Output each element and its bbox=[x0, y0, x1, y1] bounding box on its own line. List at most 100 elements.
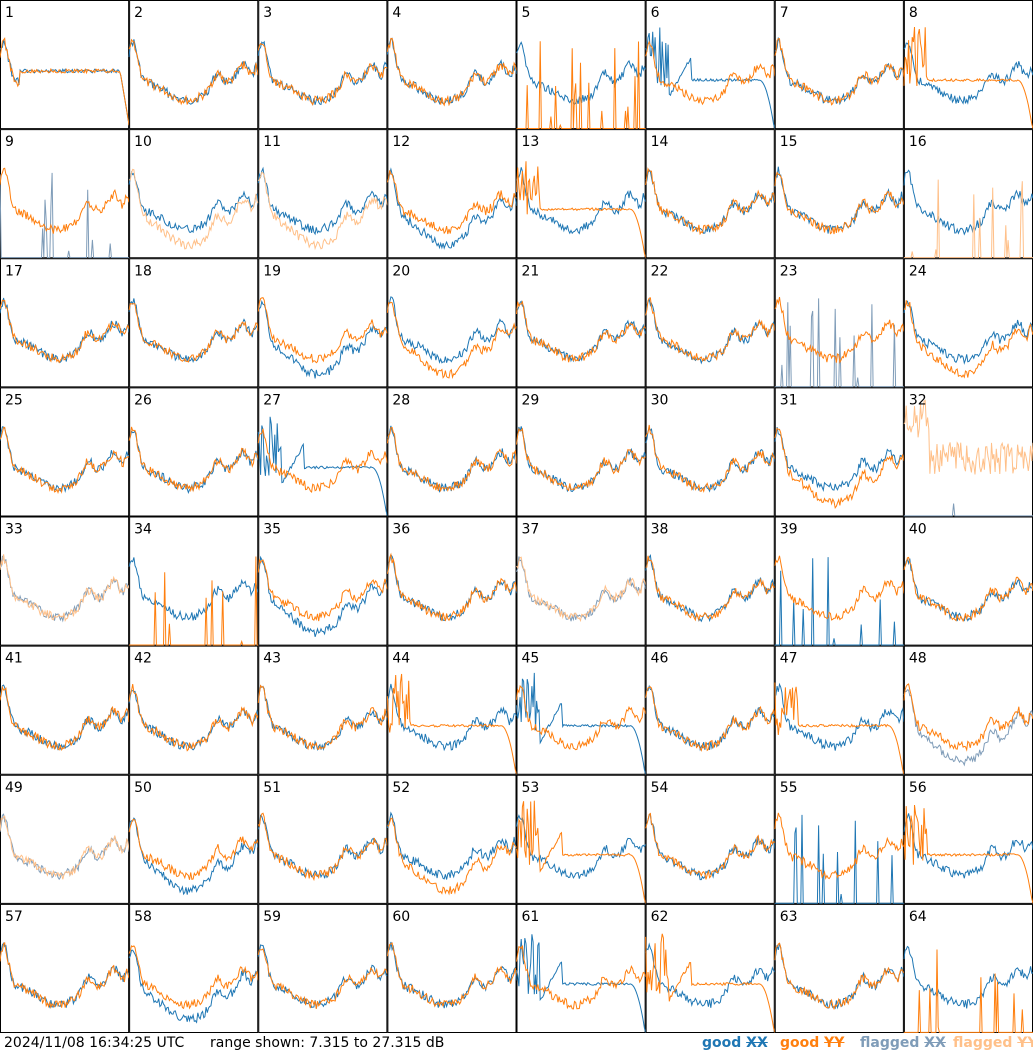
panel-frame bbox=[645, 774, 775, 904]
series-yy-line bbox=[386, 170, 517, 235]
series-yy-line bbox=[128, 426, 259, 493]
panel-frame bbox=[129, 774, 259, 904]
series-yy-line bbox=[903, 556, 1033, 623]
panel-label: 41 bbox=[5, 651, 23, 667]
panel: 35 bbox=[257, 516, 388, 646]
panel-label: 38 bbox=[651, 522, 669, 538]
series-yy-line bbox=[128, 945, 259, 1010]
panel-frame bbox=[387, 774, 517, 904]
series-xx-line bbox=[386, 683, 517, 752]
legend-prefix: good bbox=[780, 1035, 825, 1051]
panel-frame bbox=[516, 516, 646, 646]
panel-label: 44 bbox=[392, 651, 410, 667]
panel-label: 23 bbox=[780, 263, 798, 279]
panel: 45 bbox=[516, 645, 647, 775]
panel: 37 bbox=[516, 516, 647, 646]
panel-frame bbox=[516, 129, 646, 259]
series-xx-line bbox=[903, 300, 1033, 365]
panel-frame bbox=[387, 258, 517, 388]
panel: 11 bbox=[257, 129, 388, 259]
panel: 52 bbox=[386, 774, 517, 904]
panel-frame bbox=[0, 903, 130, 1033]
panel-frame bbox=[258, 387, 388, 517]
panel-label: 46 bbox=[651, 651, 669, 667]
panel: 20 bbox=[386, 258, 517, 388]
panel-label: 35 bbox=[263, 522, 281, 538]
series-xx-line bbox=[128, 817, 259, 896]
panel: 1 bbox=[0, 0, 130, 130]
panel-label: 64 bbox=[909, 909, 927, 925]
legend-pol: XX bbox=[746, 1035, 768, 1051]
panel-label: 40 bbox=[909, 522, 927, 538]
panel-label: 62 bbox=[651, 909, 669, 925]
panel: 42 bbox=[128, 645, 259, 775]
series-yy-line bbox=[903, 300, 1033, 379]
panel-frame bbox=[774, 516, 904, 646]
series-xx-line bbox=[386, 296, 517, 364]
series-yy-line bbox=[0, 685, 130, 751]
series-xx-line bbox=[386, 811, 517, 880]
series-yy-line bbox=[645, 555, 776, 622]
series-xx-line bbox=[774, 166, 905, 234]
series-xx-line bbox=[774, 427, 905, 492]
panel: 10 bbox=[128, 129, 259, 259]
panel: 23 bbox=[774, 258, 905, 388]
series-yy-line bbox=[0, 167, 130, 234]
panel: 61 bbox=[516, 903, 647, 1033]
panel-label: 26 bbox=[134, 392, 152, 408]
series-yy-line bbox=[257, 42, 388, 106]
series-yy-line bbox=[386, 673, 517, 775]
series-xx-line bbox=[645, 297, 776, 365]
series-yy-line bbox=[903, 804, 1033, 904]
series-yy-line bbox=[129, 556, 259, 646]
series-yy-line bbox=[257, 684, 388, 751]
panel-label: 47 bbox=[780, 651, 798, 667]
panel: 6 bbox=[645, 0, 776, 130]
series-yy-line bbox=[128, 818, 259, 881]
panel-label: 49 bbox=[5, 780, 23, 796]
panel-frame bbox=[258, 774, 388, 904]
series-xx-line bbox=[257, 166, 388, 236]
panel-frame bbox=[258, 258, 388, 388]
legend-pol: XX bbox=[924, 1035, 946, 1051]
series-yy-line bbox=[386, 942, 517, 1008]
panel: 40 bbox=[903, 516, 1033, 646]
series-yy-line bbox=[774, 682, 905, 775]
panel-frame bbox=[258, 129, 388, 259]
series-yy-line bbox=[128, 38, 259, 106]
panel-label: 56 bbox=[909, 780, 927, 796]
panel: 3 bbox=[257, 0, 388, 130]
panel: 34 bbox=[128, 516, 259, 646]
panel: 43 bbox=[257, 645, 388, 775]
panel: 38 bbox=[645, 516, 776, 646]
series-yy-line bbox=[645, 40, 776, 106]
series-xx-line bbox=[903, 503, 1033, 517]
series-xx-line bbox=[774, 682, 905, 751]
panel: 62 bbox=[645, 903, 776, 1033]
series-yy-line bbox=[516, 684, 647, 751]
panel: 26 bbox=[128, 387, 259, 517]
panel-frame bbox=[258, 0, 388, 130]
panel: 25 bbox=[0, 387, 130, 517]
legend-item: flagged YY bbox=[953, 1034, 1033, 1052]
series-yy-line bbox=[774, 38, 905, 106]
panel-frame bbox=[903, 129, 1033, 259]
series-yy-line bbox=[516, 161, 647, 258]
panel-label: 50 bbox=[134, 780, 152, 796]
series-xx-line bbox=[386, 167, 517, 250]
panel-label: 58 bbox=[134, 909, 152, 925]
panel-frame bbox=[774, 129, 904, 259]
panel-frame bbox=[129, 258, 259, 388]
panel-frame bbox=[0, 516, 130, 646]
panel-frame bbox=[258, 645, 388, 775]
panel-label: 17 bbox=[5, 263, 23, 279]
panel-label: 13 bbox=[522, 134, 540, 150]
panel-label: 5 bbox=[522, 5, 531, 21]
panel: 50 bbox=[128, 774, 259, 904]
panel-frame bbox=[0, 129, 130, 259]
range-label: range shown: 7.315 to 27.315 dB bbox=[210, 1035, 445, 1051]
series-xx-line bbox=[903, 689, 1033, 767]
series-yy-line bbox=[645, 933, 776, 1033]
series-xx-line bbox=[386, 553, 517, 622]
legend-pol: YY bbox=[824, 1035, 845, 1051]
